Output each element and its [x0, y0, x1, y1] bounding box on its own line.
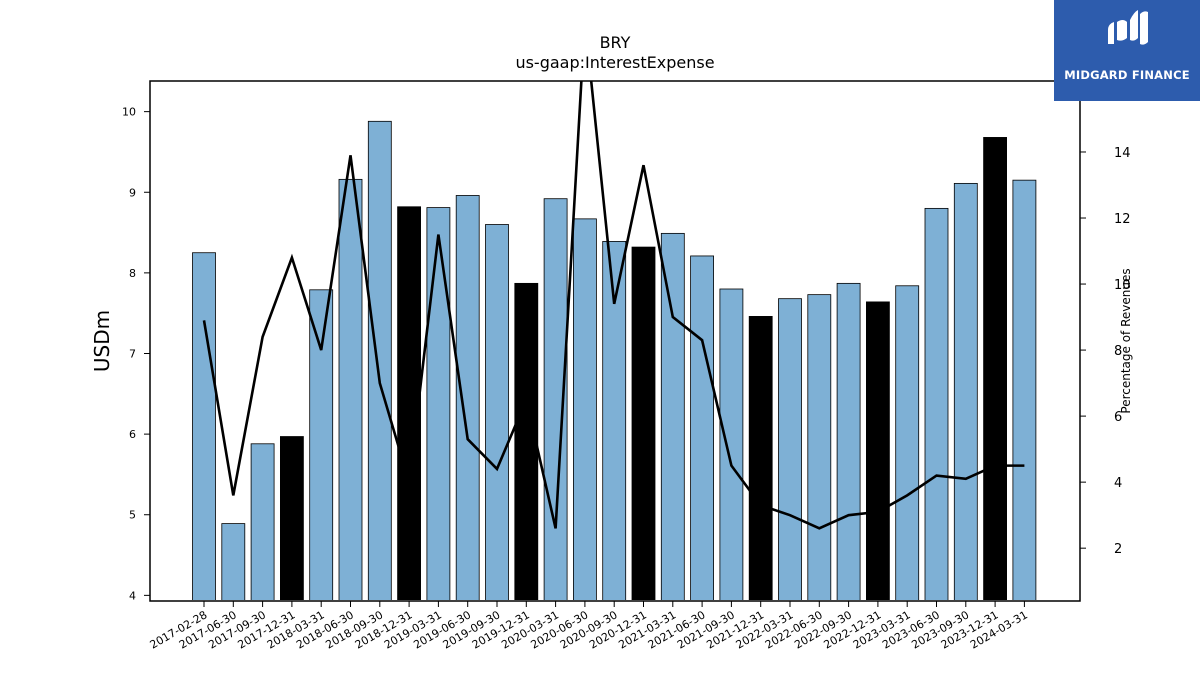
- logo-text: MIDGARD FINANCE: [1064, 68, 1190, 82]
- bar-2019-12-31: [514, 282, 539, 600]
- bar-2021-12-31: [748, 316, 773, 600]
- bar-2019-03-31: [426, 207, 451, 600]
- y-tick-label-6: 6: [129, 428, 136, 441]
- bar-2020-12-31: [631, 246, 656, 600]
- y2-tick-label-14: 14: [1114, 146, 1131, 161]
- bar-2019-09-30: [485, 224, 509, 600]
- bar-2018-06-30: [338, 178, 363, 600]
- x-axis: 2017-02-282017-06-302017-09-302017-12-31…: [148, 601, 1030, 652]
- y-tick-label-9: 9: [129, 186, 136, 199]
- bar-2022-03-31: [778, 298, 802, 600]
- bar-2020-09-30: [602, 241, 627, 600]
- bar-2023-09-30: [953, 182, 978, 600]
- bar-2023-12-31: [983, 137, 1007, 600]
- bar-2021-09-30: [719, 288, 744, 600]
- midgard-logo-icon: [1108, 10, 1148, 45]
- y-axis-right: 2 4 6 8 10 12 14: [1080, 146, 1131, 557]
- y-axis-left: 4 5 6 7 8 9 10: [122, 106, 150, 602]
- percentage-of-revenues-line: [202, 81, 1025, 530]
- y-tick-label-10: 10: [122, 106, 136, 119]
- y-axis-label: USDm: [90, 310, 114, 372]
- bar-2018-03-31: [309, 289, 334, 600]
- bar-2018-12-31: [397, 206, 422, 600]
- percentage-line-layer: [202, 81, 1025, 530]
- bar-2022-09-30: [836, 282, 861, 600]
- bar-2018-09-30: [367, 120, 392, 600]
- bar-2022-06-30: [807, 294, 832, 600]
- brand-logo: MIDGARD FINANCE: [1054, 0, 1200, 101]
- y2-tick-label-8: 8: [1114, 344, 1122, 359]
- y-tick-label-4: 4: [129, 589, 136, 602]
- y-tick-label-8: 8: [129, 267, 136, 280]
- y2-tick-label-2: 2: [1114, 542, 1122, 557]
- y-tick-label-5: 5: [129, 509, 136, 522]
- plot-frame: [149, 80, 1081, 602]
- chart-subtitle: us-gaap:InterestExpense: [515, 53, 715, 72]
- y2-tick-label-10: 10: [1114, 278, 1131, 293]
- bar-2022-12-31: [866, 301, 890, 600]
- bar-2017-09-30: [250, 443, 275, 600]
- y2-tick-label-6: 6: [1114, 410, 1122, 425]
- bar-2017-06-30: [221, 523, 246, 600]
- bar-2024-03-31: [1012, 179, 1037, 600]
- y2-tick-label-4: 4: [1114, 476, 1122, 491]
- bar-2021-03-31: [660, 232, 685, 600]
- y2-tick-label-12: 12: [1114, 212, 1131, 227]
- bar-2019-06-30: [455, 195, 480, 600]
- y-tick-label-7: 7: [129, 347, 136, 360]
- bar-2017-02-28: [192, 252, 216, 600]
- bars: [192, 120, 1037, 600]
- bar-2023-06-30: [924, 207, 949, 600]
- y2-axis-label: Percentage of Revenues: [1119, 268, 1133, 413]
- bar-2020-06-30: [573, 218, 597, 600]
- chart-title: BRY: [599, 33, 631, 52]
- bar-2023-03-31: [895, 285, 920, 600]
- bar-2017-12-31: [279, 436, 304, 600]
- bar-2021-06-30: [690, 255, 714, 600]
